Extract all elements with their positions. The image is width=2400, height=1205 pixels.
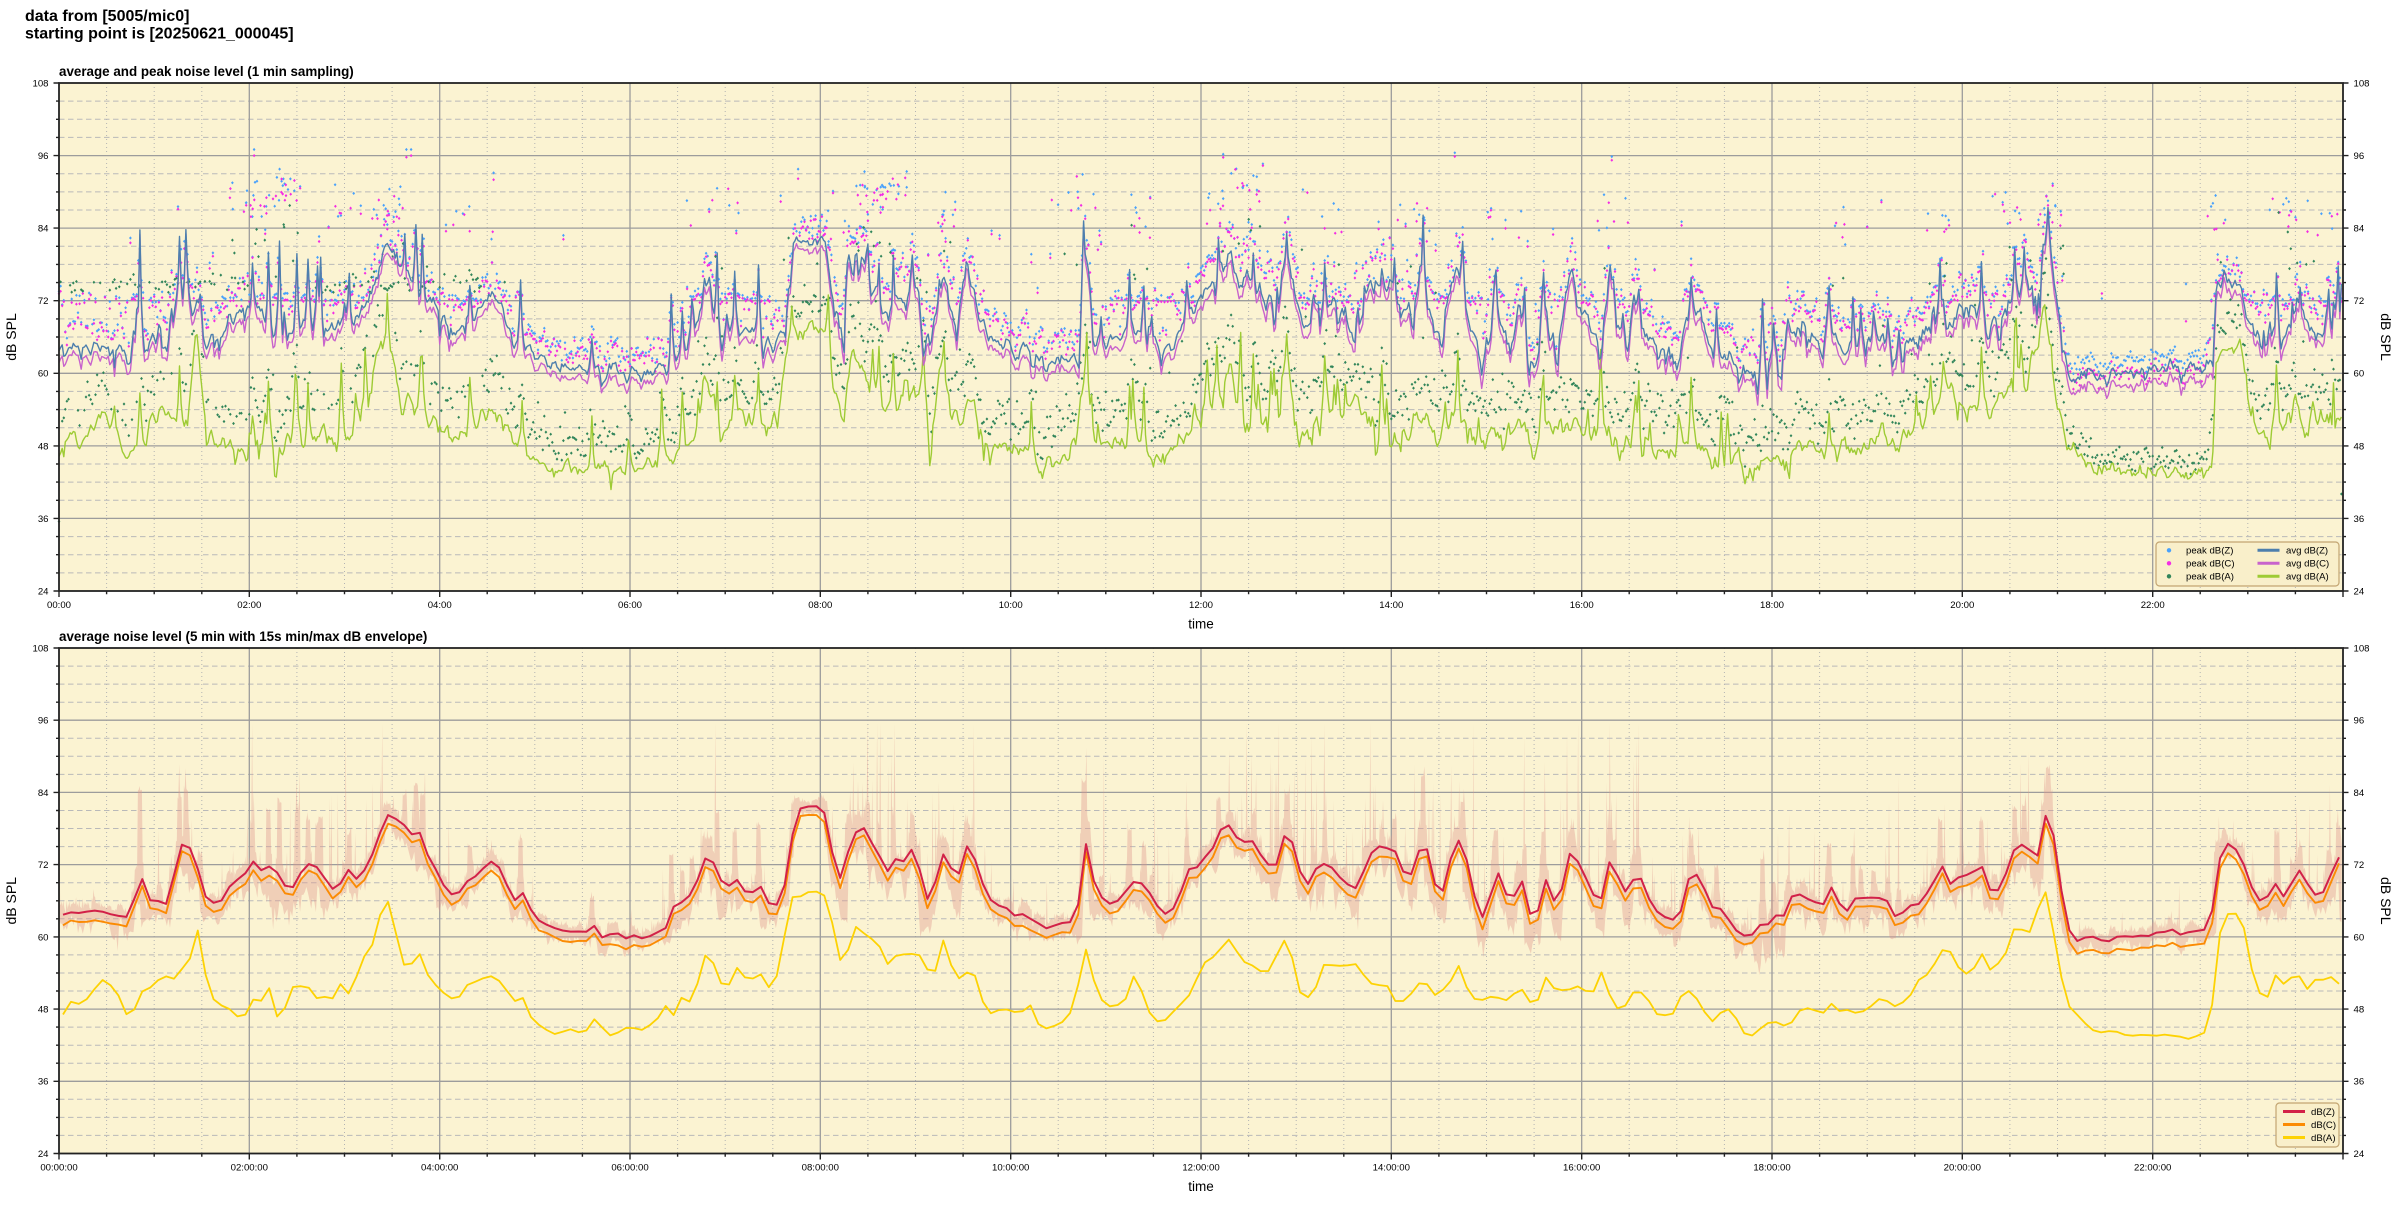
svg-text:peak dB(A): peak dB(A) <box>2186 572 2234 583</box>
svg-text:108: 108 <box>2354 78 2370 89</box>
svg-text:84: 84 <box>2354 224 2365 235</box>
svg-text:108: 108 <box>2354 643 2370 654</box>
svg-text:12:00: 12:00 <box>1189 600 1213 611</box>
svg-text:84: 84 <box>38 788 49 799</box>
svg-text:96: 96 <box>2354 716 2365 727</box>
svg-text:16:00:00: 16:00:00 <box>1563 1163 1600 1174</box>
svg-text:peak dB(C): peak dB(C) <box>2186 559 2235 570</box>
svg-text:00:00: 00:00 <box>47 600 71 611</box>
svg-text:avg dB(C): avg dB(C) <box>2286 559 2329 570</box>
svg-text:14:00:00: 14:00:00 <box>1373 1163 1410 1174</box>
svg-text:108: 108 <box>32 78 48 89</box>
svg-text:22:00:00: 22:00:00 <box>2134 1163 2171 1174</box>
svg-text:18:00: 18:00 <box>1760 600 1784 611</box>
svg-text:dB SPL: dB SPL <box>2378 877 2394 925</box>
svg-text:14:00: 14:00 <box>1379 600 1403 611</box>
svg-text:00:00:00: 00:00:00 <box>40 1163 77 1174</box>
svg-text:06:00: 06:00 <box>618 600 642 611</box>
svg-text:dB(C): dB(C) <box>2311 1120 2336 1131</box>
svg-text:72: 72 <box>2354 860 2365 871</box>
svg-text:peak dB(Z): peak dB(Z) <box>2186 546 2233 557</box>
svg-text:time: time <box>1188 1179 1214 1194</box>
svg-text:02:00:00: 02:00:00 <box>231 1163 268 1174</box>
svg-text:dB SPL: dB SPL <box>3 313 19 361</box>
svg-text:time: time <box>1188 617 1214 632</box>
svg-text:average and peak noise level (: average and peak noise level (1 min samp… <box>59 64 354 79</box>
svg-text:10:00:00: 10:00:00 <box>992 1163 1029 1174</box>
svg-text:72: 72 <box>38 860 49 871</box>
svg-text:84: 84 <box>38 224 49 235</box>
svg-text:avg dB(A): avg dB(A) <box>2286 572 2329 583</box>
svg-text:24: 24 <box>38 1149 49 1160</box>
svg-text:dB SPL: dB SPL <box>3 877 19 925</box>
svg-text:dB SPL: dB SPL <box>2378 313 2394 361</box>
svg-text:60: 60 <box>2354 932 2365 943</box>
svg-text:48: 48 <box>38 441 49 452</box>
svg-text:08:00:00: 08:00:00 <box>802 1163 839 1174</box>
svg-text:avg dB(Z): avg dB(Z) <box>2286 546 2328 557</box>
svg-text:24: 24 <box>2354 1149 2365 1160</box>
svg-text:20:00: 20:00 <box>1950 600 1974 611</box>
svg-text:60: 60 <box>2354 369 2365 380</box>
svg-text:60: 60 <box>38 369 49 380</box>
svg-text:108: 108 <box>32 643 48 654</box>
svg-text:96: 96 <box>38 151 49 162</box>
svg-text:60: 60 <box>38 932 49 943</box>
svg-text:24: 24 <box>2354 586 2365 597</box>
svg-text:96: 96 <box>38 716 49 727</box>
svg-text:24: 24 <box>38 586 49 597</box>
svg-text:48: 48 <box>38 1005 49 1016</box>
svg-text:dB(A): dB(A) <box>2311 1133 2336 1144</box>
svg-text:72: 72 <box>2354 296 2365 307</box>
svg-text:36: 36 <box>2354 514 2365 525</box>
svg-text:16:00: 16:00 <box>1570 600 1594 611</box>
svg-text:84: 84 <box>2354 788 2365 799</box>
svg-text:48: 48 <box>2354 1005 2365 1016</box>
svg-text:08:00: 08:00 <box>808 600 832 611</box>
svg-text:36: 36 <box>2354 1077 2365 1088</box>
svg-text:22:00: 22:00 <box>2141 600 2165 611</box>
svg-text:18:00:00: 18:00:00 <box>1753 1163 1790 1174</box>
svg-text:36: 36 <box>38 514 49 525</box>
svg-text:data from [5005/mic0]: data from [5005/mic0] <box>25 8 190 25</box>
svg-text:12:00:00: 12:00:00 <box>1182 1163 1219 1174</box>
svg-text:04:00: 04:00 <box>428 600 452 611</box>
svg-text:dB(Z): dB(Z) <box>2311 1107 2335 1118</box>
svg-text:48: 48 <box>2354 441 2365 452</box>
svg-text:average noise level (5 min wit: average noise level (5 min with 15s min/… <box>59 629 427 644</box>
svg-text:96: 96 <box>2354 151 2365 162</box>
svg-text:02:00: 02:00 <box>237 600 261 611</box>
svg-text:04:00:00: 04:00:00 <box>421 1163 458 1174</box>
svg-text:06:00:00: 06:00:00 <box>611 1163 648 1174</box>
svg-text:starting point is [20250621_00: starting point is [20250621_000045] <box>25 26 294 43</box>
svg-text:20:00:00: 20:00:00 <box>1944 1163 1981 1174</box>
svg-text:36: 36 <box>38 1077 49 1088</box>
svg-text:10:00: 10:00 <box>999 600 1023 611</box>
svg-text:72: 72 <box>38 296 49 307</box>
